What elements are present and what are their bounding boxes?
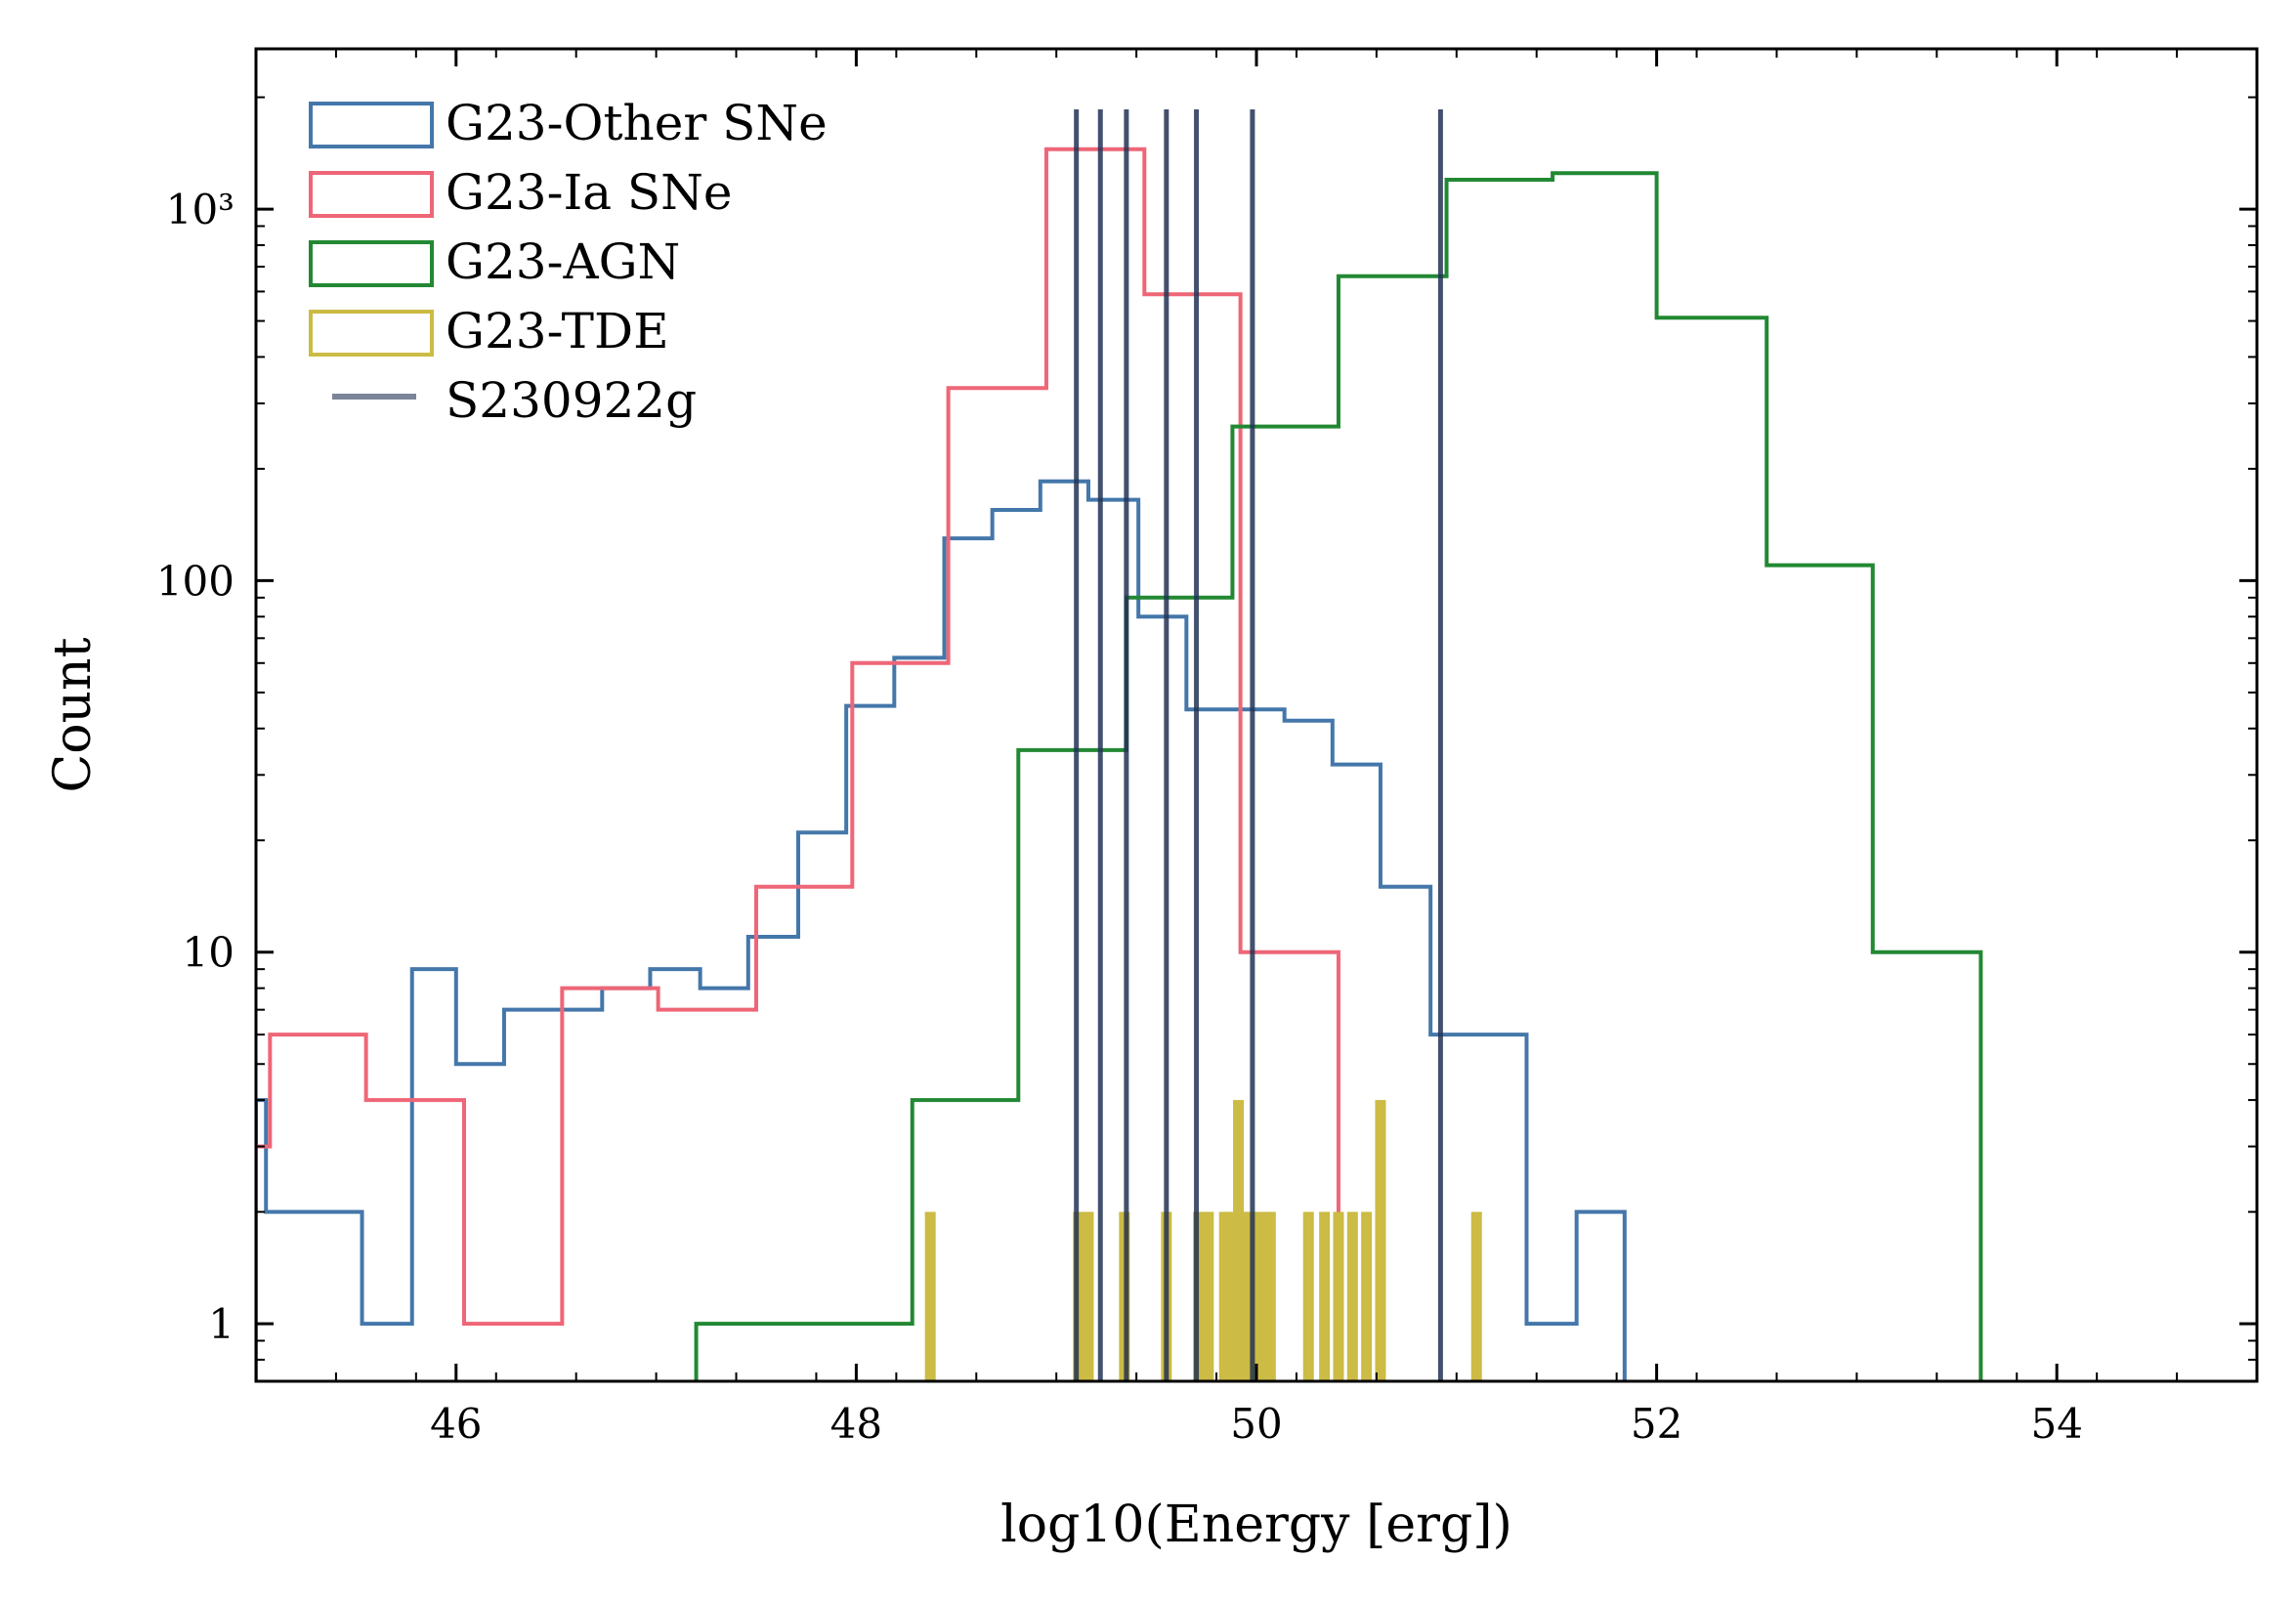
- x-tick-label: 52: [1631, 1400, 1682, 1448]
- legend-entry: G23-AGN: [446, 233, 680, 290]
- series-0-histogram: [256, 479, 1627, 1381]
- plot-area: [256, 109, 1983, 1381]
- y-tick-label: 10: [183, 929, 234, 977]
- legend-entry: G23-TDE: [446, 303, 669, 359]
- x-tick-label: 50: [1230, 1400, 1282, 1448]
- legend-swatch: [309, 240, 434, 287]
- y-tick-label: 1: [208, 1300, 234, 1348]
- tde-bar: [1233, 1100, 1245, 1381]
- tde-bar: [1254, 1211, 1266, 1381]
- tde-bar: [1083, 1211, 1094, 1381]
- tde-bar: [1333, 1211, 1344, 1381]
- tde-bar: [1375, 1100, 1386, 1381]
- x-tick-label: 54: [2030, 1400, 2082, 1448]
- tde-bar: [1302, 1211, 1314, 1381]
- y-tick-label: 10³: [166, 186, 234, 233]
- tde-bar: [1203, 1211, 1214, 1381]
- y-axis-label: Count: [44, 637, 103, 792]
- tde-bar: [1218, 1211, 1230, 1381]
- tde-bar: [1239, 1211, 1251, 1381]
- legend-entry: S230922g: [446, 372, 697, 429]
- ticks-layer: [255, 49, 2258, 1382]
- series-2-histogram: [694, 171, 1983, 1381]
- tde-bar: [1264, 1211, 1276, 1381]
- legend-swatch: [309, 171, 434, 218]
- tde-bar: [1319, 1211, 1331, 1381]
- tde-bar: [1361, 1211, 1373, 1381]
- legend-swatch: [309, 102, 434, 148]
- x-axis-label: log10(Energy [erg]): [1000, 1496, 1512, 1554]
- tde-bar: [924, 1211, 936, 1381]
- tde-bar: [1346, 1211, 1358, 1381]
- y-tick-label: 100: [156, 557, 234, 605]
- x-tick-label: 46: [430, 1400, 482, 1448]
- legend-entry: G23-Ia SNe: [446, 164, 733, 221]
- series-layer: [256, 109, 1983, 1381]
- tick-labels-layer: 46 48 50 52 54 1 10 100 10³: [156, 186, 2083, 1448]
- x-tick-label: 48: [830, 1400, 882, 1448]
- legend-swatch: [309, 310, 434, 357]
- tde-bar: [1470, 1211, 1482, 1381]
- legend: G23-Other SNe G23-Ia SNe G23-AGN G23-TDE S23…: [309, 95, 828, 429]
- series-1-histogram: [256, 147, 1340, 1381]
- legend-entry: G23-Other SNe: [446, 95, 828, 151]
- tde-bar: [1224, 1211, 1236, 1381]
